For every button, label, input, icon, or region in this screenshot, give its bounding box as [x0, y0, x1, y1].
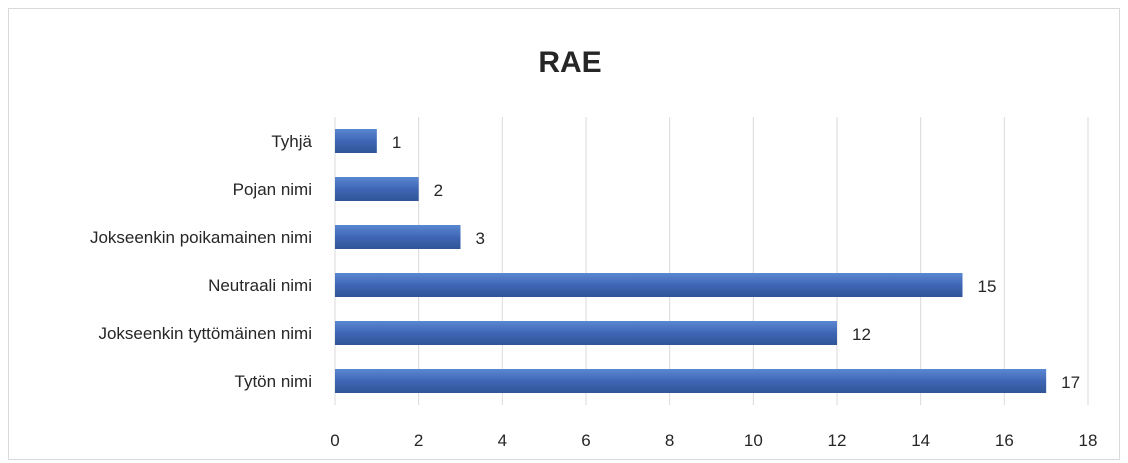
bar	[335, 129, 377, 153]
data-label: 3	[476, 229, 485, 248]
data-label: 15	[978, 277, 997, 296]
category-label: Neutraali nimi	[208, 276, 312, 295]
x-axis-ticks: 0 2 4 6 8 10 12 14 16 18	[330, 431, 1097, 450]
gridlines	[334, 117, 1089, 405]
x-tick-label: 8	[665, 431, 674, 450]
category-label: Jokseenkin tyttömäinen nimi	[98, 324, 312, 343]
category-label: Jokseenkin poikamainen nimi	[90, 228, 312, 247]
x-tick-label: 10	[744, 431, 763, 450]
bar	[335, 321, 837, 345]
category-label: Tytön nimi	[235, 372, 312, 391]
category-label: Pojan nimi	[233, 180, 312, 199]
bar	[335, 177, 419, 201]
chart-title: RAE	[538, 46, 601, 79]
x-tick-label: 6	[581, 431, 590, 450]
data-label: 12	[852, 325, 871, 344]
x-tick-label: 0	[330, 431, 339, 450]
category-labels: Tyhjä Pojan nimi Jokseenkin poikamainen ni…	[90, 132, 313, 391]
data-label: 17	[1061, 373, 1080, 392]
x-tick-label: 16	[995, 431, 1014, 450]
x-tick-label: 12	[828, 431, 847, 450]
bars	[335, 129, 1047, 393]
data-label: 2	[434, 181, 443, 200]
x-tick-label: 14	[911, 431, 930, 450]
x-tick-label: 18	[1079, 431, 1098, 450]
bar	[335, 225, 461, 249]
x-tick-label: 4	[498, 431, 507, 450]
category-label: Tyhjä	[271, 132, 312, 151]
bar	[335, 273, 963, 297]
x-tick-label: 2	[414, 431, 423, 450]
bar	[335, 369, 1047, 393]
data-label: 1	[392, 133, 401, 152]
